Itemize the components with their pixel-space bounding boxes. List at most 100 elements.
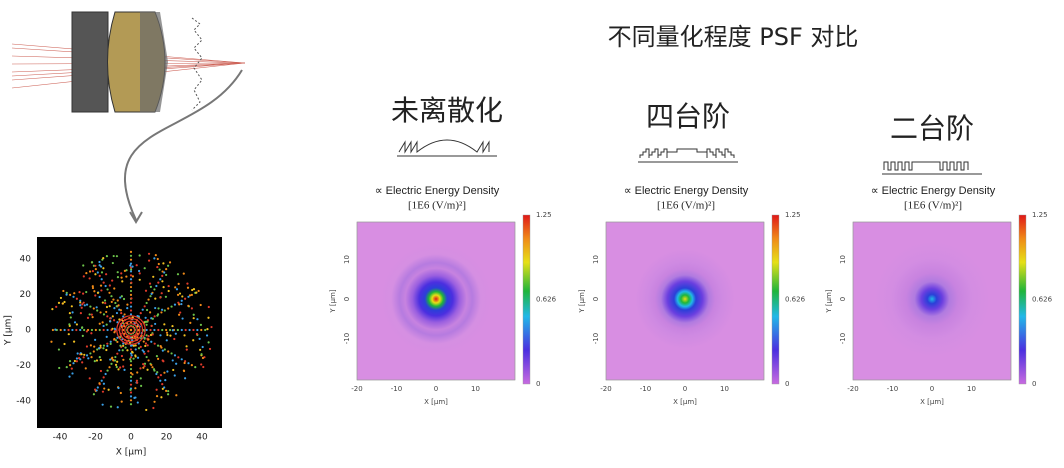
spot-dot — [144, 344, 147, 348]
spot-dot — [149, 311, 152, 314]
y-tick-label: -10 — [343, 333, 351, 344]
spot-dot — [65, 365, 68, 369]
spot-dot — [99, 358, 102, 362]
spot-dot — [196, 328, 199, 332]
spot-dot — [136, 381, 139, 384]
spot-dot — [90, 328, 94, 332]
spot-dot — [116, 271, 119, 274]
spot-dot — [151, 333, 154, 336]
spot-dot — [79, 299, 82, 302]
spot-dot — [175, 394, 178, 397]
frame — [852, 221, 1012, 381]
y-tick-label: 10 — [592, 255, 600, 264]
spot-dot — [184, 360, 187, 363]
spot-dot — [61, 302, 64, 305]
spot-dot — [99, 344, 102, 347]
spot-dot — [81, 334, 84, 337]
spot-dot — [157, 376, 160, 379]
spot-dot — [157, 357, 160, 360]
spot-dot — [130, 297, 133, 300]
spot-dot — [143, 337, 146, 340]
spot-dot — [92, 350, 95, 353]
spot-dot — [113, 327, 116, 330]
spot-dot — [136, 356, 140, 359]
spot-dot — [98, 274, 101, 277]
spot-dot — [181, 295, 184, 298]
colorbar-tick-label: 0.626 — [536, 295, 557, 303]
spot-dot — [153, 288, 156, 291]
spot-dot — [186, 282, 189, 285]
psf-spot — [380, 243, 492, 355]
spot-dot — [188, 328, 191, 332]
spot-dot — [163, 323, 166, 326]
y-tick-label: 10 — [839, 255, 847, 264]
spot-dot — [134, 354, 137, 357]
x-tick-label: 10 — [720, 385, 729, 393]
spot-dot — [153, 400, 156, 403]
spot-dot — [129, 262, 133, 265]
spot-dot — [142, 340, 145, 343]
spot-dot — [105, 310, 108, 314]
spot-dot — [69, 293, 72, 296]
spot-dot — [138, 272, 141, 275]
spot-dot — [102, 281, 105, 284]
spot-dot — [122, 297, 126, 301]
spot-dot — [96, 291, 100, 294]
spot-dot — [120, 272, 123, 275]
spot-dot — [129, 305, 133, 308]
spot-dot — [85, 290, 88, 294]
spot-dot — [178, 292, 182, 295]
spot-dot — [85, 330, 88, 333]
y-tick-label: 0 — [25, 326, 31, 336]
spot-dot — [80, 326, 84, 330]
spot-dot — [90, 261, 94, 264]
step-profile — [883, 161, 969, 171]
panel-label: 四台阶 — [646, 100, 730, 133]
spot-dot — [115, 305, 118, 308]
y-tick-label: -40 — [16, 397, 31, 407]
spot-dot — [75, 323, 78, 326]
spot-dot — [69, 364, 72, 367]
spot-dot — [131, 373, 134, 376]
spot-dot — [89, 305, 92, 308]
step-profile — [398, 139, 490, 154]
spot-dot — [129, 358, 132, 361]
spot-dot — [145, 301, 148, 305]
spot-dot — [57, 301, 61, 304]
spot-dot — [183, 361, 186, 365]
spot-dot — [94, 273, 97, 276]
spot-dot — [163, 371, 166, 374]
spot-dot — [168, 328, 172, 332]
slide-title: 不同量化程度 PSF 对比 — [608, 23, 859, 51]
spot-dot — [135, 264, 138, 267]
spot-dot — [92, 307, 95, 310]
spot-dot — [152, 406, 155, 410]
spot-dot — [68, 360, 72, 363]
x-tick-label: 10 — [967, 385, 976, 393]
spot-dot — [119, 344, 122, 347]
spot-dot — [146, 344, 149, 347]
spot-dot — [150, 324, 153, 328]
spot-dot — [82, 275, 85, 278]
spot-dot — [94, 328, 97, 332]
spot-dot — [151, 317, 154, 320]
spot-dot — [92, 393, 96, 396]
x-tick-label: -20 — [88, 433, 103, 443]
spot-dot — [156, 344, 160, 347]
spot-dot — [185, 348, 188, 351]
spot-dot — [132, 344, 135, 347]
x-axis-label: X [µm] — [116, 448, 147, 458]
y-axis-label: Y [µm] — [329, 289, 337, 314]
y-tick-label: 0 — [592, 297, 600, 301]
spot-dot — [137, 269, 141, 273]
spot-dot — [119, 391, 122, 395]
spot-dot — [59, 296, 63, 300]
spot-dot — [62, 289, 65, 293]
spot-dot — [152, 275, 155, 278]
spot-dot — [130, 344, 134, 347]
spot-dot — [113, 359, 117, 362]
spot-dot — [109, 317, 112, 320]
spot-dot — [129, 383, 133, 386]
spot-dot — [149, 333, 153, 337]
colorbar-tick-label: 0 — [536, 380, 540, 388]
